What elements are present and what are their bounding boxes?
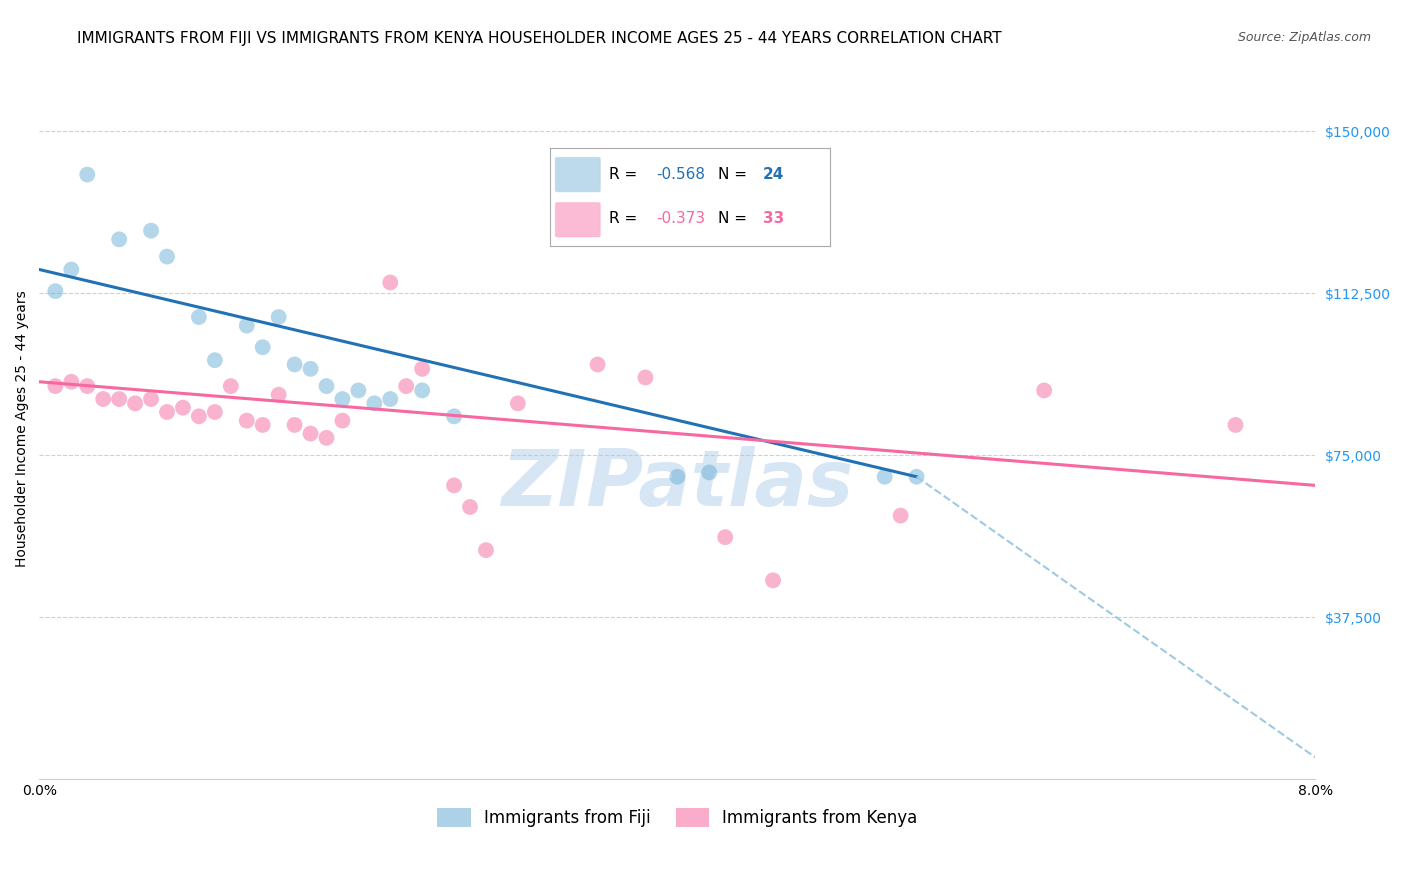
Point (187, 409, 209, 424)
Point (666, 469, 689, 483)
Point (156, 405, 179, 419)
Point (60, 375, 83, 389)
Point (475, 543, 498, 558)
Point (284, 358, 307, 372)
Point (634, 370, 657, 384)
Point (506, 396, 529, 410)
Point (156, 250, 179, 264)
Point (91, 392, 114, 406)
Text: IMMIGRANTS FROM FIJI VS IMMIGRANTS FROM KENYA HOUSEHOLDER INCOME AGES 25 - 44 YE: IMMIGRANTS FROM FIJI VS IMMIGRANTS FROM … (77, 31, 1002, 46)
Point (252, 417, 274, 432)
Point (905, 469, 928, 483)
Point (44, 379, 66, 393)
Point (219, 379, 242, 393)
Point (332, 414, 354, 428)
Point (284, 417, 307, 432)
Point (204, 405, 226, 419)
Point (44, 284, 66, 298)
Point (586, 358, 609, 372)
Point (458, 500, 481, 514)
Legend: Immigrants from Fiji, Immigrants from Kenya: Immigrants from Fiji, Immigrants from Ke… (430, 801, 924, 834)
Point (299, 361, 322, 376)
Point (411, 361, 433, 376)
Point (873, 469, 896, 483)
Point (252, 340, 274, 354)
Point (1033, 384, 1056, 398)
Point (108, 392, 131, 406)
Point (267, 388, 290, 402)
Point (363, 396, 385, 410)
Point (172, 401, 194, 415)
Point (890, 508, 912, 523)
Point (347, 384, 370, 398)
Point (76, 168, 98, 182)
Point (315, 379, 337, 393)
Point (187, 310, 209, 324)
Point (380, 392, 402, 406)
Text: Source: ZipAtlas.com: Source: ZipAtlas.com (1237, 31, 1371, 45)
Point (697, 466, 720, 480)
Point (1225, 417, 1247, 432)
Point (762, 574, 785, 588)
Point (395, 379, 418, 393)
Point (235, 414, 257, 428)
Point (60, 262, 83, 277)
Point (235, 318, 257, 333)
Point (380, 276, 402, 290)
Y-axis label: Householder Income Ages 25 - 44 years: Householder Income Ages 25 - 44 years (15, 290, 30, 566)
Point (108, 232, 131, 246)
Point (124, 396, 146, 410)
Point (332, 392, 354, 406)
Point (76, 379, 98, 393)
Point (139, 392, 162, 406)
Point (204, 353, 226, 368)
Point (139, 224, 162, 238)
Point (267, 310, 290, 324)
Point (411, 384, 433, 398)
Text: ZIPatlas: ZIPatlas (501, 446, 853, 523)
Point (443, 409, 465, 424)
Point (315, 431, 337, 445)
Point (299, 426, 322, 441)
Point (443, 478, 465, 492)
Point (714, 530, 737, 544)
